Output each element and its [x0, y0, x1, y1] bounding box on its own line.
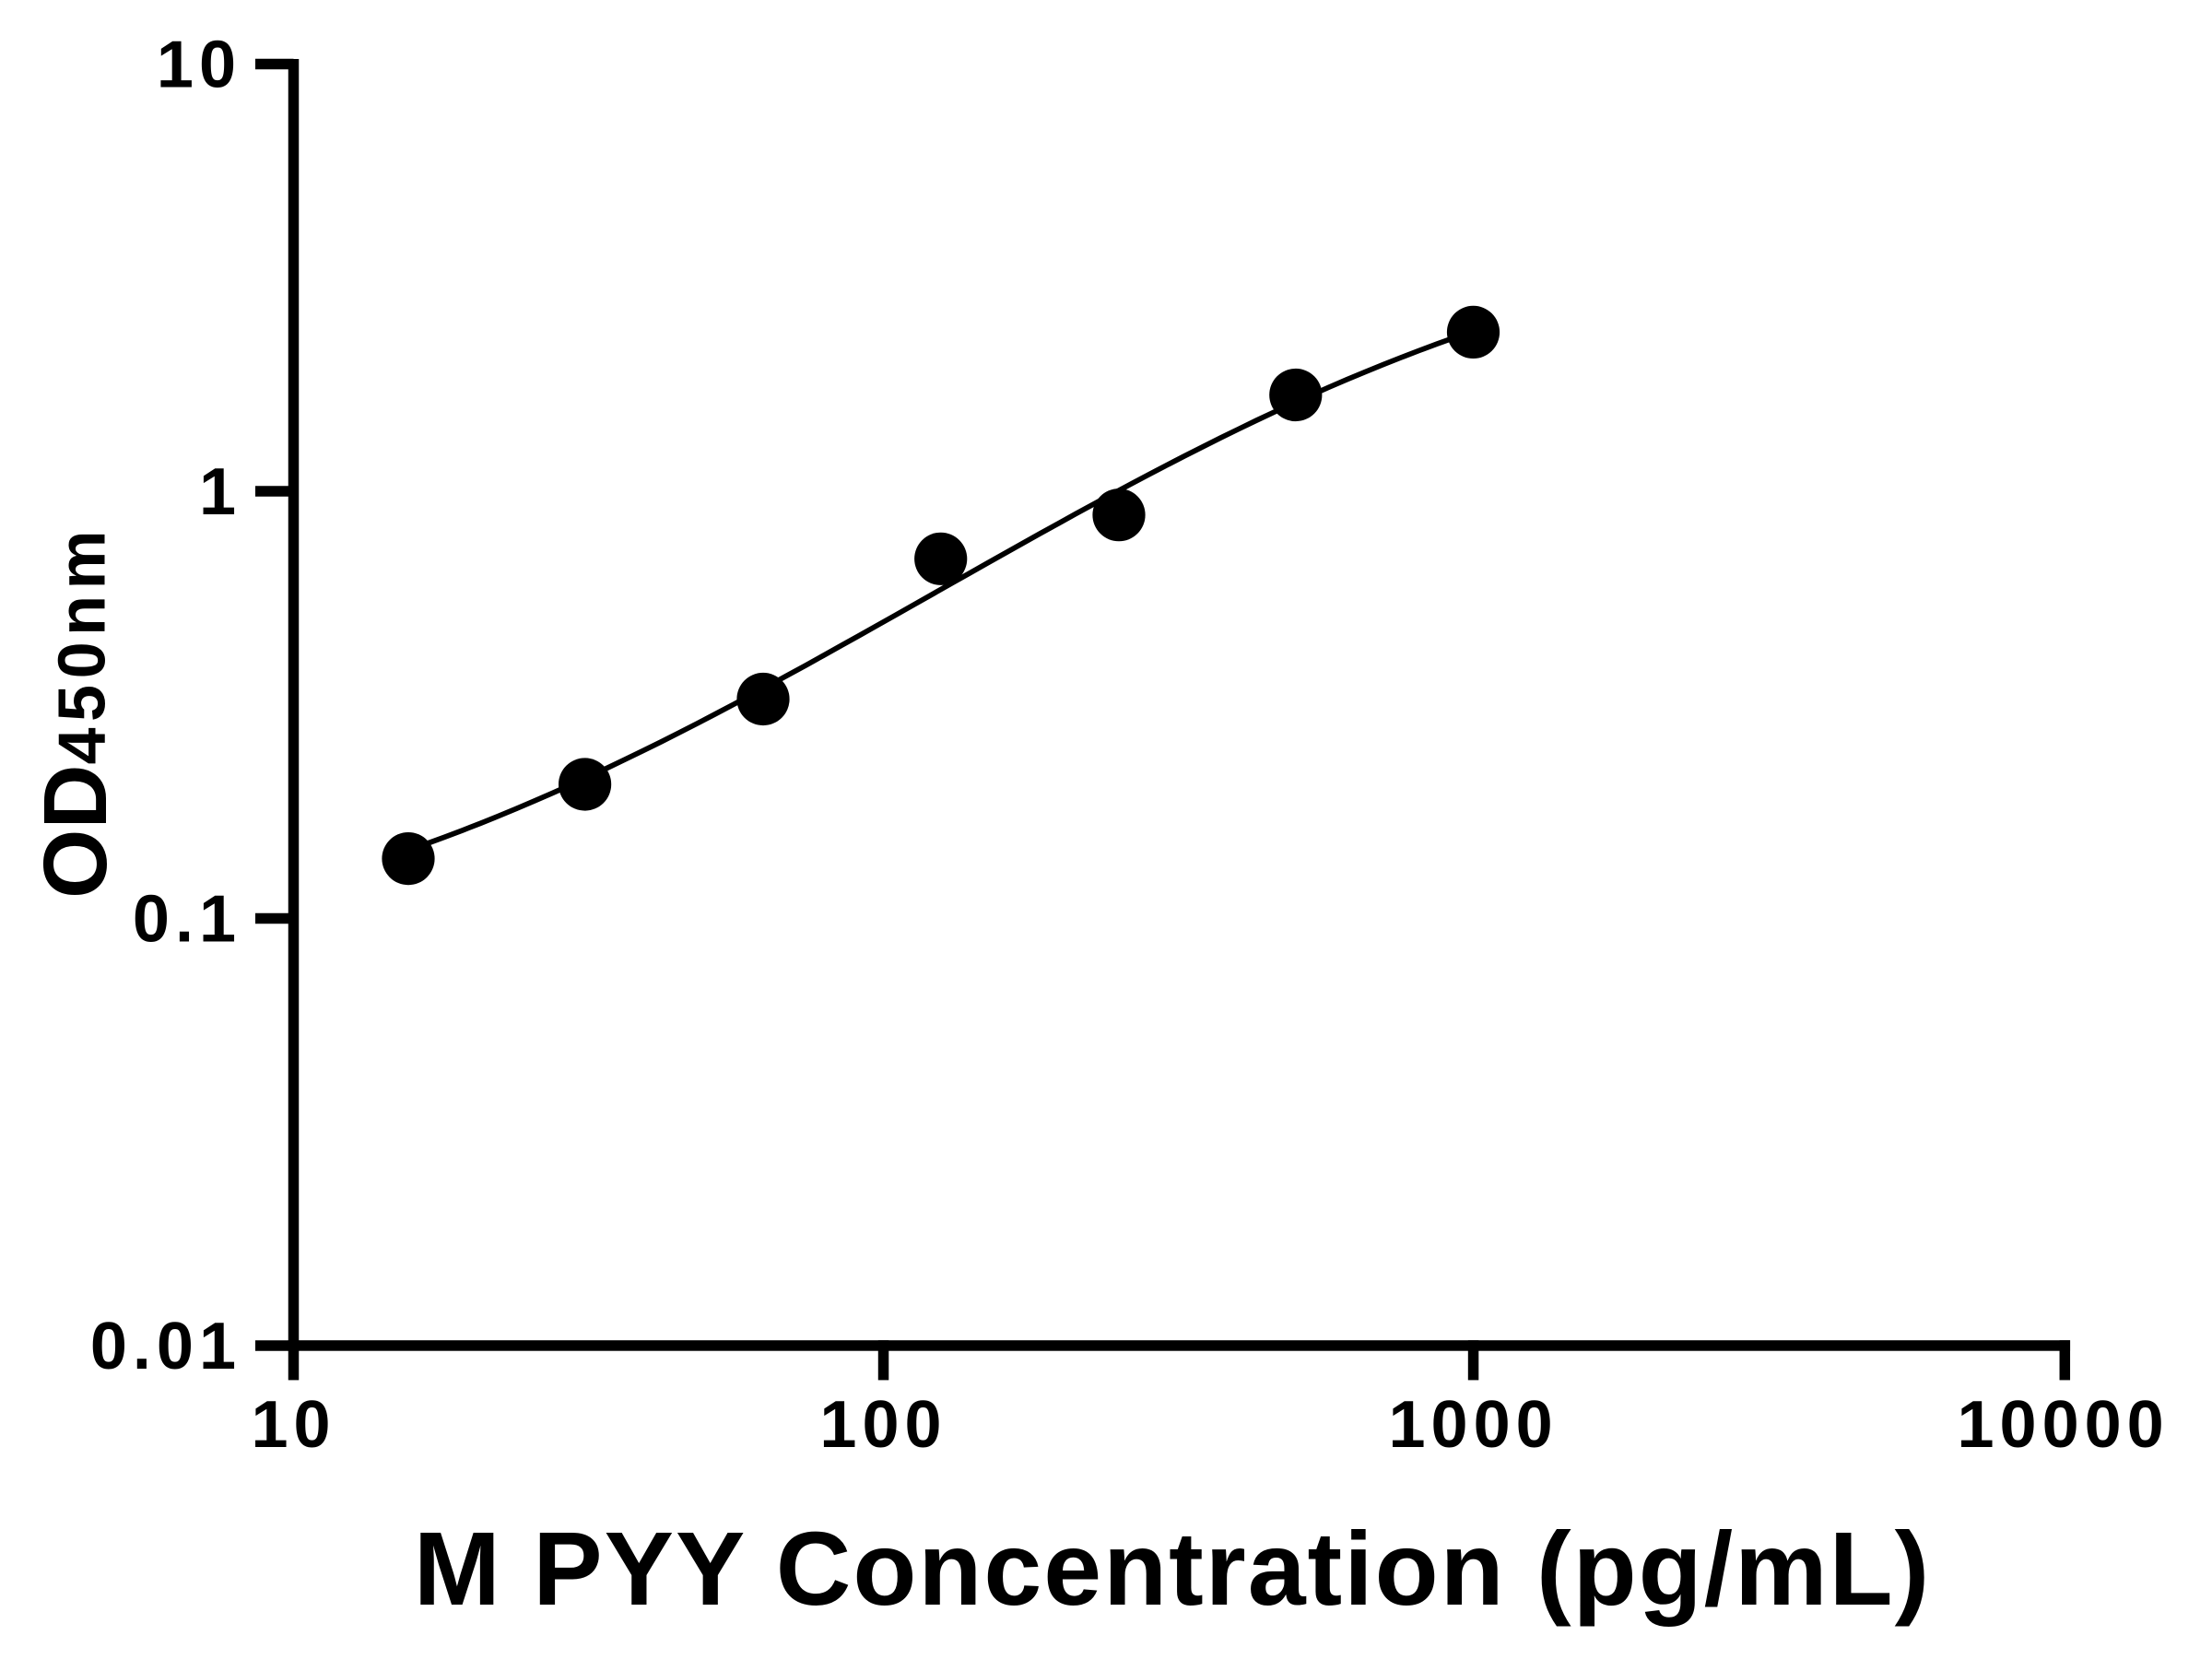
svg-text:0.01: 0.01 [90, 1310, 241, 1383]
svg-text:100: 100 [819, 1388, 947, 1462]
svg-text:OD450nm: OD450nm [25, 524, 125, 899]
svg-text:0.1: 0.1 [133, 883, 241, 957]
svg-text:10000: 10000 [1957, 1388, 2169, 1462]
svg-text:1: 1 [199, 455, 241, 529]
svg-text:1000: 1000 [1389, 1388, 1559, 1462]
svg-text:M PYY Concentration (pg/mL): M PYY Concentration (pg/mL) [414, 1511, 1931, 1627]
svg-text:10: 10 [157, 29, 241, 102]
svg-text:10: 10 [251, 1388, 335, 1462]
